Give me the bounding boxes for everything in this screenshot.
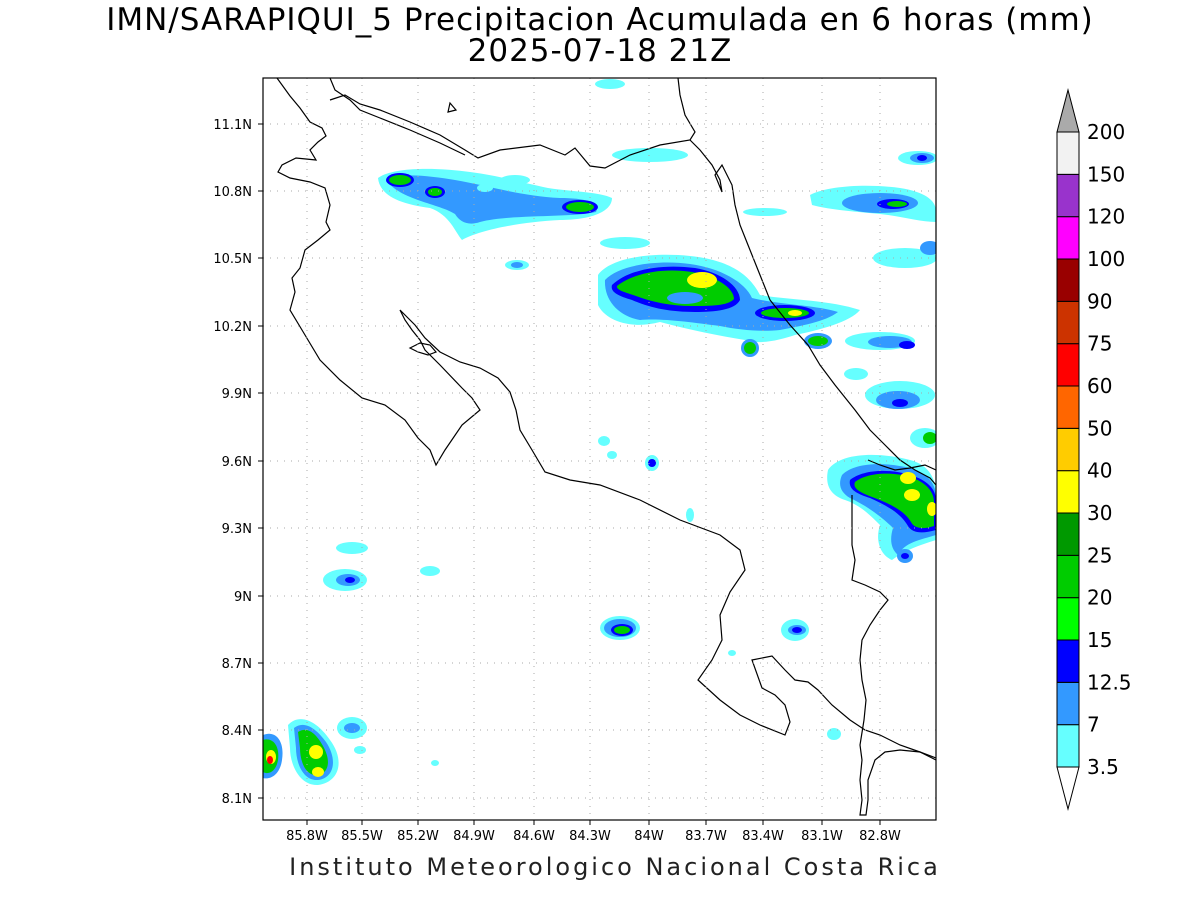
- coastlines-borders: [276, 78, 936, 816]
- lat-tick-label: 9.9N: [222, 387, 252, 402]
- lat-tick-label: 10.8N: [213, 185, 252, 200]
- colorbar-segment: [1056, 681, 1080, 726]
- lat-tick-label: 9.6N: [222, 455, 252, 470]
- lon-tick-label: 83.7W: [685, 829, 727, 844]
- colorbar-level-label: 100: [1087, 247, 1125, 271]
- colorbar-level-label: 60: [1087, 374, 1112, 398]
- colorbar-level-label: 7: [1087, 713, 1100, 737]
- precipitation-field: [263, 79, 936, 786]
- colorbar-segment: [1056, 427, 1080, 472]
- colorbar-level-label: 40: [1087, 459, 1112, 483]
- lat-tick-label: 11.1N: [213, 118, 252, 133]
- lat-tick-label: 9N: [234, 590, 252, 605]
- chart-title: IMN/SARAPIQUI_5 Precipitacion Acumulada …: [106, 2, 1094, 38]
- colorbar-level-label: 150: [1087, 162, 1125, 186]
- lat-tick-label: 8.7N: [222, 657, 252, 672]
- lat-tick-label: 10.2N: [213, 320, 252, 335]
- caribbean-coastline: [689, 139, 936, 486]
- colorbar-level-label: 20: [1087, 586, 1112, 610]
- nicaragua-border-north: [329, 78, 696, 169]
- lat-tick-label: 8.1N: [222, 792, 252, 807]
- colorbar-segment: [1056, 258, 1080, 302]
- lon-tick-label: 84.6W: [513, 829, 555, 844]
- lon-tick-label: 84W: [634, 829, 664, 844]
- lat-axis: 11.1N 10.8N 10.5N 10.2N 9.9N 9.6N 9.3N 9…: [213, 118, 263, 807]
- lon-tick-label: 85.2W: [397, 829, 439, 844]
- colorbar-segment: [1056, 554, 1080, 599]
- colorbar-level-label: 200: [1087, 120, 1125, 144]
- lake-shore: [329, 78, 466, 156]
- panama-border-north: [867, 459, 936, 471]
- colorbar-level-label: 120: [1087, 205, 1125, 229]
- colorbar-level-label: 30: [1087, 501, 1112, 525]
- colorbar-level-label: 3.5: [1087, 755, 1119, 779]
- colorbar-level-label: 25: [1087, 543, 1112, 567]
- lon-tick-label: 84.3W: [569, 829, 611, 844]
- lon-tick-label: 82.8W: [859, 829, 901, 844]
- lat-tick-label: 10.5N: [213, 252, 252, 267]
- colorbar-level-label: 90: [1087, 289, 1112, 313]
- colorbar-level-label: 75: [1087, 332, 1112, 356]
- lat-tick-label: 8.4N: [222, 724, 252, 739]
- precip-area-central-small: [598, 436, 841, 740]
- precip-area-northeast: [595, 79, 936, 380]
- precip-area-central-north: [505, 237, 860, 357]
- precip-area-northwest-band: [378, 168, 612, 240]
- colorbar-level-label: 15: [1087, 628, 1112, 652]
- precip-area-caribbean-south: [827, 381, 936, 563]
- lon-tick-label: 83.1W: [801, 829, 843, 844]
- isla-marker: [447, 101, 458, 113]
- colorbar-segment: [1056, 131, 1080, 175]
- colorbar-legend: 3.5 7 12.5 15 20 25 30 40 50 60 75 90 100 120 150 200: [1056, 88, 1132, 811]
- colorbar-segment: [1056, 724, 1080, 768]
- lat-tick-label: 9.3N: [222, 522, 252, 537]
- lon-tick-label: 84.9W: [453, 829, 495, 844]
- map-frame: [262, 77, 937, 821]
- chart-subtitle-date: 2025-07-18 21Z: [467, 33, 733, 69]
- colorbar-segment: [1056, 173, 1080, 218]
- lon-tick-label: 85.8W: [286, 829, 328, 844]
- colorbar-segment: [1056, 512, 1080, 556]
- lon-tick-label: 85.5W: [341, 829, 383, 844]
- colorbar-segment: [1056, 300, 1080, 345]
- colorbar-segment: [1056, 343, 1080, 387]
- colorbar-segment: [1056, 639, 1080, 683]
- precip-area-pacific-southwest: [263, 542, 440, 786]
- grid-lines: [263, 78, 936, 820]
- colorbar-segment: [1056, 470, 1080, 514]
- pacific-coastline: [276, 78, 936, 759]
- colorbar-level-label: 50: [1087, 416, 1112, 440]
- colorbar-segment: [1056, 216, 1080, 260]
- colorbar-segment: [1056, 385, 1080, 429]
- footer-credit: Instituto Meteorologico Nacional Costa R…: [289, 853, 941, 881]
- lon-tick-label: 83.4W: [742, 829, 784, 844]
- colorbar-segment: [1056, 597, 1080, 641]
- colorbar-max-arrow: [1056, 88, 1080, 133]
- colorbar-level-label: 12.5: [1087, 670, 1132, 694]
- panama-border-south: [851, 495, 936, 816]
- colorbar-min-arrow: [1056, 766, 1080, 811]
- lon-axis: 85.8W 85.5W 85.2W 84.9W 84.6W 84.3W 84W …: [286, 820, 901, 844]
